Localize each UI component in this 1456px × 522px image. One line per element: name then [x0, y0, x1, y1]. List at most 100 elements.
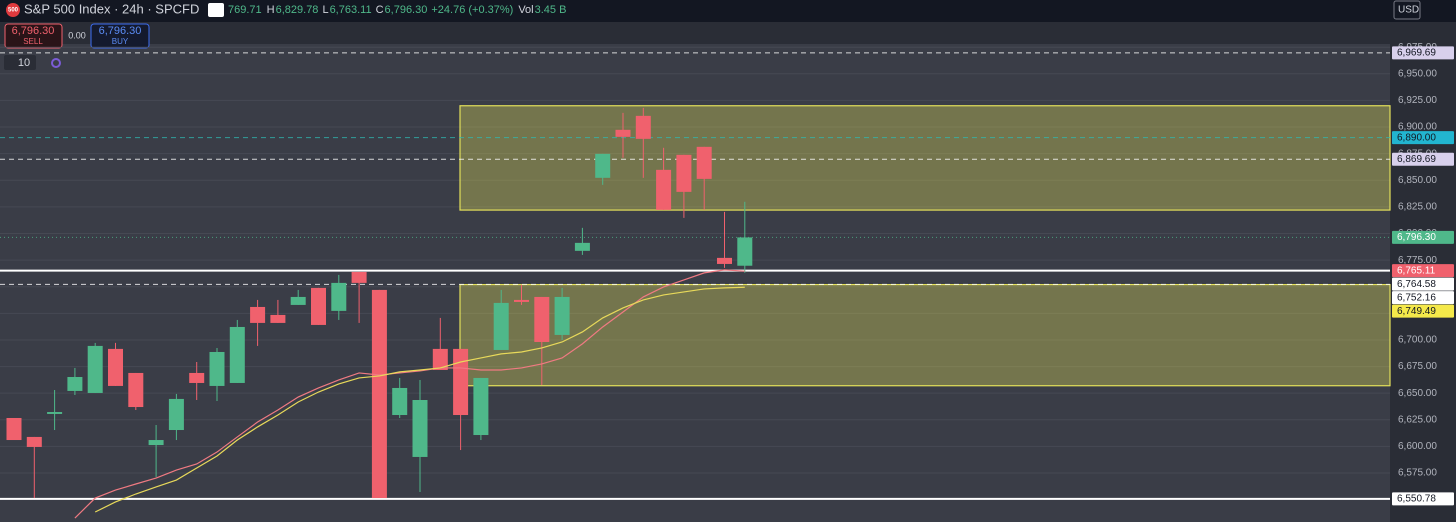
- change: +24.76 (+0.37%): [431, 4, 513, 16]
- price-label: 6,752.16: [1397, 292, 1436, 303]
- price-label: 6,764.58: [1397, 279, 1436, 290]
- price-label: 6,869.69: [1397, 154, 1436, 165]
- currency-box[interactable]: [1393, 0, 1421, 20]
- price-label: 6,550.78: [1397, 493, 1436, 504]
- logo: [6, 3, 20, 17]
- indicator-icon[interactable]: [51, 58, 61, 68]
- plot-area: [0, 44, 1390, 522]
- y-tick-label: 6,850.00: [1398, 175, 1437, 186]
- candle-body: [696, 146, 712, 179]
- candle-body: [554, 296, 570, 335]
- candle-body: [229, 326, 245, 383]
- field-value: 6,763.11: [330, 4, 372, 16]
- y-tick-label: 6,825.00: [1398, 202, 1437, 213]
- candle-body: [270, 314, 286, 323]
- candle-body: [371, 289, 387, 499]
- buy-price: 6,796.30: [99, 25, 142, 37]
- y-tick-label: 6,900.00: [1398, 122, 1437, 133]
- candle-body: [717, 257, 732, 264]
- price-label: 6,796.30: [1397, 232, 1436, 243]
- buy-label: BUY: [112, 37, 129, 46]
- candle-body: [453, 348, 469, 416]
- candle-body: [209, 351, 225, 386]
- candle-body: [148, 440, 164, 446]
- zone: [459, 283, 1391, 387]
- price-label: 6,890.00: [1397, 132, 1436, 143]
- candle-body: [189, 372, 205, 383]
- price-label-bg: [1392, 304, 1454, 318]
- ma-line: [94, 286, 745, 513]
- candle-body: [250, 306, 266, 323]
- y-tick-label: 6,650.00: [1398, 388, 1437, 399]
- field-key: L: [322, 4, 328, 16]
- y-tick-label: 6,925.00: [1398, 95, 1437, 106]
- y-tick-label: 6,700.00: [1398, 335, 1437, 346]
- symbol-title: S&P 500 Index · 24h · SPCFD: [24, 1, 199, 16]
- ohlc-fields: 769.71 H 6,829.78 L 6,763.11 C 6,796.30 +24.76 …: [228, 4, 566, 16]
- candle-body: [534, 296, 550, 342]
- candle-body: [473, 377, 489, 436]
- interval-box[interactable]: [4, 55, 36, 70]
- candle-body: [47, 412, 63, 414]
- candle-body: [615, 129, 631, 137]
- price-label: 6,969.69: [1397, 47, 1436, 58]
- y-tick-label: 6,575.00: [1398, 468, 1437, 479]
- logo-text: 500: [8, 8, 19, 14]
- candle-body: [128, 372, 144, 408]
- field-value: 6,829.78: [276, 4, 319, 16]
- candle-body: [67, 377, 83, 391]
- price-label-bg: [1392, 131, 1454, 145]
- price-label: 6,765.11: [1397, 265, 1436, 276]
- zone: [459, 105, 1391, 211]
- price-label-bg: [1392, 46, 1454, 60]
- interval: 10: [18, 57, 30, 69]
- field-key: C: [376, 4, 384, 16]
- candle-body: [108, 348, 123, 386]
- field-value: 6,796.30: [385, 4, 428, 16]
- volume-key: Vol: [518, 4, 533, 16]
- volume: 3.45 B: [535, 4, 567, 16]
- candle-body: [26, 436, 42, 447]
- price-label-bg: [1392, 230, 1454, 244]
- candle-body: [493, 302, 509, 350]
- candle-body: [656, 169, 672, 210]
- price-label-bg: [1392, 277, 1454, 291]
- y-tick-label: 6,675.00: [1398, 361, 1437, 372]
- candle-body: [290, 296, 306, 305]
- sell-label: SELL: [23, 37, 43, 46]
- candle-body: [737, 237, 753, 266]
- open-value: 769.71: [228, 4, 262, 16]
- candle-body: [412, 399, 428, 457]
- y-tick-label: 6,600.00: [1398, 441, 1437, 452]
- candle-body: [6, 417, 22, 441]
- candle-body: [351, 271, 367, 283]
- price-label-bg: [1392, 291, 1454, 305]
- candle-body: [432, 348, 448, 370]
- y-tick-label: 6,625.00: [1398, 414, 1437, 425]
- field-key: H: [267, 4, 275, 16]
- candle-body: [595, 153, 611, 178]
- sell-price: 6,796.30: [12, 25, 55, 37]
- candle-body: [514, 299, 529, 302]
- sell-button[interactable]: [4, 23, 63, 49]
- price-label-bg: [1392, 152, 1454, 166]
- y-tick-label: 6,775.00: [1398, 255, 1437, 266]
- candle-body: [331, 282, 347, 311]
- currency: USD: [1398, 5, 1419, 16]
- spread: 0.00: [68, 30, 86, 40]
- candle-body: [574, 242, 590, 251]
- candle-body: [392, 387, 408, 416]
- price-label: 6,749.49: [1397, 306, 1436, 317]
- candle-body: [168, 398, 184, 431]
- price-label-bg: [1392, 492, 1454, 506]
- buy-button[interactable]: [90, 23, 150, 49]
- candle-body: [87, 345, 103, 393]
- price-label-bg: [1392, 264, 1454, 278]
- candle-body: [311, 287, 326, 325]
- y-tick-label: 6,950.00: [1398, 68, 1437, 79]
- toolbar-icon[interactable]: [208, 3, 224, 17]
- candle-body: [635, 115, 651, 139]
- candle-body: [676, 154, 692, 192]
